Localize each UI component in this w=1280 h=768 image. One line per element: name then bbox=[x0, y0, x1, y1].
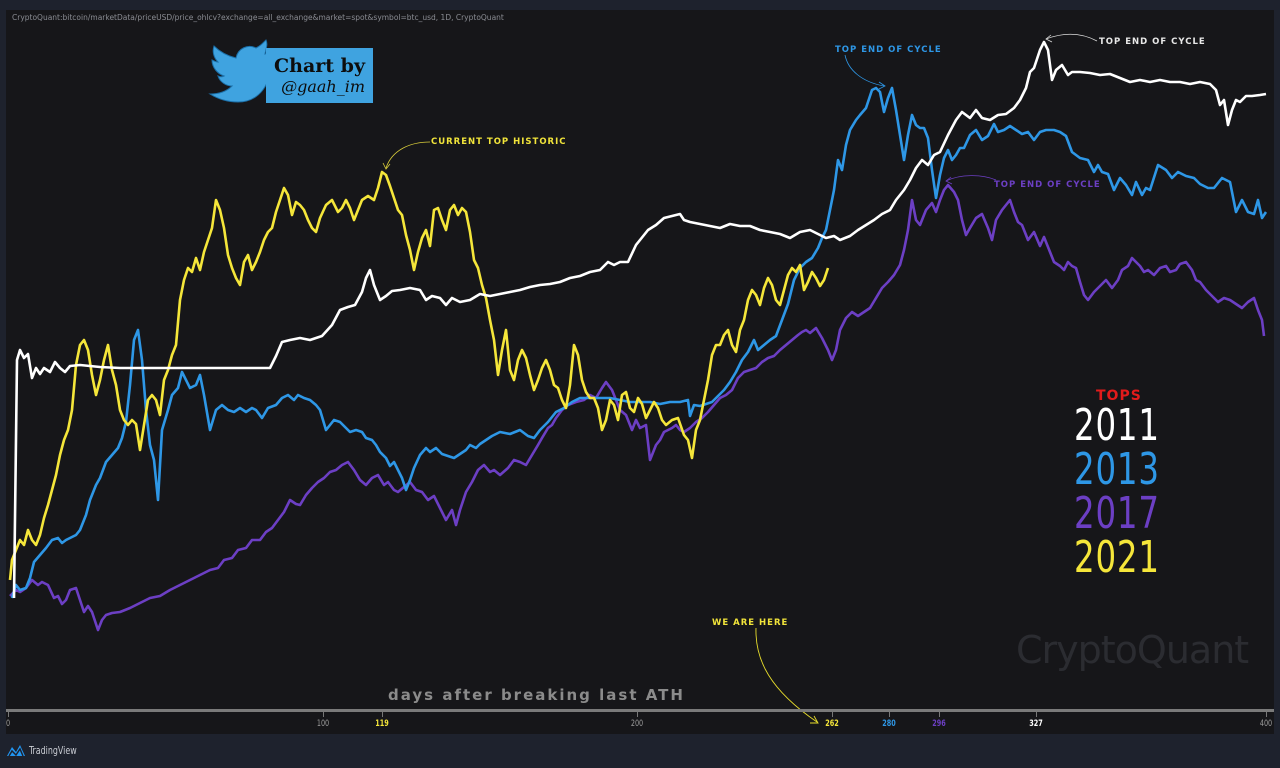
legend: TOPS 2011 2013 2017 2021 bbox=[1074, 388, 1174, 580]
x-tick-label-119: 119 bbox=[375, 719, 390, 729]
series-line-2013 bbox=[10, 86, 1268, 599]
x-tick bbox=[888, 712, 890, 717]
x-axis-label: days after breaking last ATH bbox=[388, 686, 685, 704]
cryptoquant-watermark: CryptoQuant bbox=[1016, 628, 1249, 672]
badge-handle: @gaah_im bbox=[281, 76, 365, 96]
tradingview-logo-icon bbox=[7, 745, 25, 757]
arrow-top-2011-head bbox=[1045, 34, 1053, 43]
chart-area[interactable] bbox=[6, 10, 1274, 734]
x-tick bbox=[637, 712, 638, 717]
x-tick bbox=[1036, 712, 1038, 717]
series-line-2017 bbox=[9, 183, 1266, 632]
arrow-top-2013 bbox=[844, 54, 885, 87]
x-tick-label-327: 327 bbox=[1029, 719, 1044, 729]
x-tick bbox=[938, 712, 940, 717]
arrow-we-are-here bbox=[755, 627, 818, 723]
annotation-we-are-here: WE ARE HERE bbox=[712, 618, 789, 628]
x-tick bbox=[831, 712, 833, 717]
series-line-2021 bbox=[8, 170, 830, 581]
x-tick-label-200: 200 bbox=[630, 719, 644, 729]
x-tick-label-400: 400 bbox=[1259, 719, 1273, 729]
annotation-top-2011: TOP END OF CYCLE bbox=[1099, 37, 1206, 47]
x-tick bbox=[1266, 712, 1267, 717]
series-line-2011 bbox=[12, 40, 1267, 599]
legend-item-2013: 2013 bbox=[1074, 444, 1160, 495]
legend-item-2021: 2021 bbox=[1074, 532, 1160, 583]
arrow-we-are-here-head bbox=[810, 715, 819, 724]
x-tick-label-280: 280 bbox=[881, 719, 896, 729]
arrow-top-2017 bbox=[945, 175, 997, 182]
badge-title: Chart by bbox=[274, 54, 365, 77]
x-tick-label-296: 296 bbox=[932, 719, 946, 729]
x-tick bbox=[322, 712, 324, 717]
author-badge: Chart by @gaah_im bbox=[266, 48, 373, 103]
arrow-top-2013-head bbox=[878, 81, 886, 90]
annotation-top-2017: TOP END OF CYCLE bbox=[994, 180, 1101, 190]
tradingview-brand: TradingView bbox=[29, 743, 77, 757]
arrow-top-2017-head bbox=[945, 176, 953, 185]
annotation-top-2013: TOP END OF CYCLE bbox=[835, 45, 942, 55]
x-tick bbox=[382, 712, 384, 717]
legend-item-2017: 2017 bbox=[1074, 488, 1160, 539]
x-tick-label-0: 0 bbox=[5, 719, 11, 729]
arrow-top-2011 bbox=[1045, 33, 1098, 42]
arrow-current-top-head bbox=[382, 162, 391, 170]
x-axis[interactable] bbox=[6, 709, 1274, 712]
legend-item-2011: 2011 bbox=[1074, 400, 1160, 451]
x-tick bbox=[8, 712, 9, 717]
x-tick-label-100: 100 bbox=[316, 719, 329, 729]
annotation-current-top: CURRENT TOP HISTORIC bbox=[431, 137, 567, 147]
series-layer bbox=[8, 40, 1268, 632]
tradingview-logo[interactable]: TradingView bbox=[6, 742, 89, 758]
arrow-current-top bbox=[385, 141, 431, 169]
legend-title: TOPS bbox=[1096, 388, 1142, 404]
chart-source-title: CryptoQuant:bitcoin/marketData/priceUSD/… bbox=[12, 13, 504, 22]
x-tick-label-262: 262 bbox=[825, 719, 839, 729]
